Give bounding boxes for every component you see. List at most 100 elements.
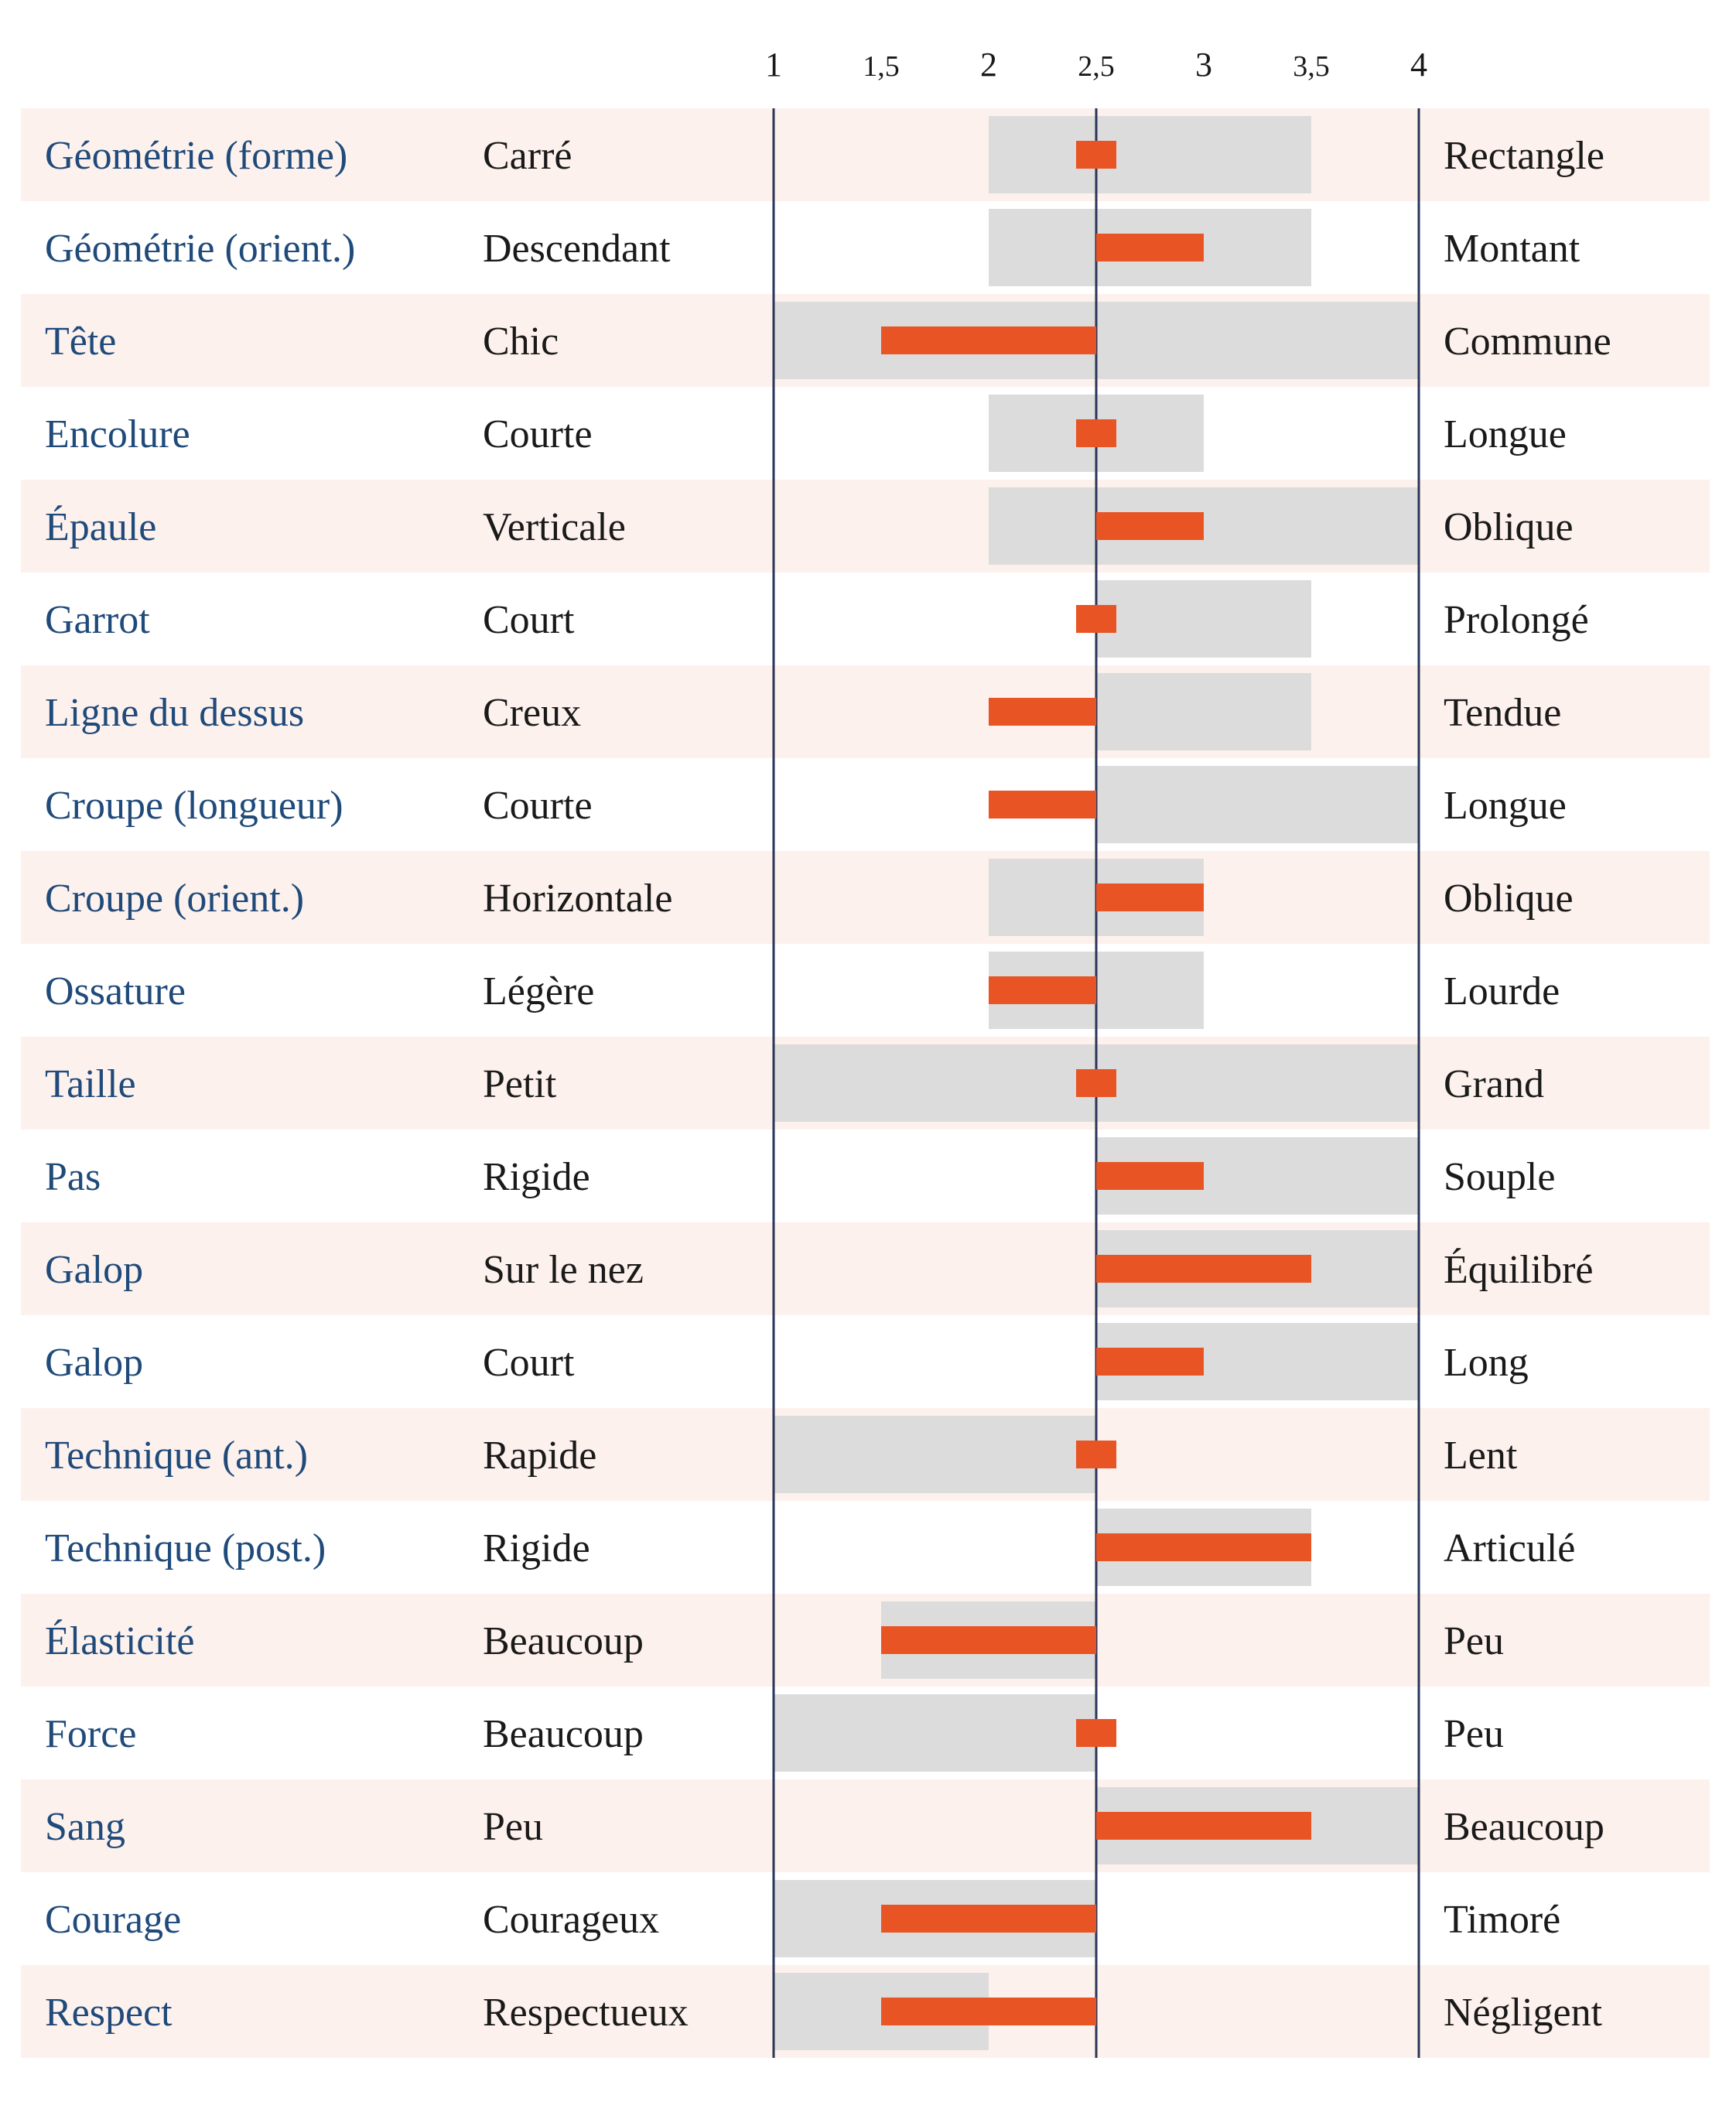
- value-bar: [989, 791, 1096, 819]
- range-bar: [1096, 766, 1419, 843]
- x-tick-label: 1: [765, 46, 782, 84]
- value-bar: [1096, 1348, 1204, 1376]
- criterion-label: Pas: [45, 1155, 101, 1199]
- value-bar: [1096, 1162, 1204, 1190]
- low-pole-label: Descendant: [483, 227, 671, 271]
- x-tick-label: 3,5: [1293, 50, 1330, 83]
- x-tick-labels: 1 1,5 2 2,5 3 3,5 4: [765, 46, 1427, 84]
- low-pole-label: Sur le nez: [483, 1248, 644, 1292]
- low-pole-label: Verticale: [483, 505, 626, 549]
- high-pole-label: Montant: [1444, 227, 1581, 271]
- criterion-label: Courage: [45, 1898, 181, 1942]
- low-pole-label: Court: [483, 598, 575, 642]
- value-bar: [1096, 1812, 1311, 1840]
- high-pole-label: Prolongé: [1444, 598, 1589, 642]
- criterion-label: Élasticité: [45, 1618, 194, 1663]
- range-bar: [774, 1416, 1096, 1493]
- low-pole-label: Peu: [483, 1805, 543, 1849]
- x-tick-label: 2,5: [1078, 50, 1115, 83]
- low-pole-label: Beaucoup: [483, 1712, 644, 1756]
- criterion-label: Ligne du dessus: [45, 691, 304, 735]
- value-bar: [1096, 512, 1204, 540]
- value-bar: [989, 698, 1096, 726]
- low-pole-label: Rigide: [483, 1155, 590, 1199]
- high-pole-label: Articulé: [1444, 1526, 1575, 1571]
- criterion-label: Ossature: [45, 969, 186, 1013]
- x-tick-label: 4: [1410, 46, 1427, 84]
- criterion-label: Force: [45, 1712, 136, 1756]
- high-pole-label: Grand: [1444, 1062, 1544, 1106]
- criterion-label: Technique (ant.): [45, 1434, 308, 1478]
- low-pole-label: Chic: [483, 320, 559, 364]
- value-bar: [1076, 605, 1116, 633]
- row-band: [21, 665, 1710, 758]
- criterion-label: Galop: [45, 1248, 143, 1292]
- high-pole-label: Timoré: [1444, 1898, 1560, 1942]
- criterion-label: Galop: [45, 1341, 143, 1385]
- high-pole-label: Peu: [1444, 1619, 1504, 1663]
- low-pole-label: Carré: [483, 134, 572, 178]
- value-bar: [881, 1998, 1096, 2025]
- row-band: [21, 480, 1710, 572]
- range-bar: [989, 116, 1311, 193]
- low-pole-label: Creux: [483, 691, 581, 735]
- criterion-label: Croupe (longueur): [45, 784, 343, 828]
- low-pole-label: Petit: [483, 1062, 557, 1106]
- criterion-label: Géométrie (orient.): [45, 227, 355, 271]
- range-bar: [774, 1694, 1096, 1772]
- high-pole-label: Commune: [1444, 320, 1611, 364]
- value-bar: [1096, 1255, 1311, 1283]
- value-bar: [1096, 884, 1204, 911]
- high-pole-label: Oblique: [1444, 877, 1574, 921]
- criterion-label: Technique (post.): [45, 1526, 326, 1571]
- high-pole-label: Tendue: [1444, 691, 1561, 735]
- low-pole-label: Horizontale: [483, 877, 672, 921]
- row-band: [21, 851, 1710, 944]
- low-pole-label: Courageux: [483, 1898, 659, 1942]
- high-pole-label: Longue: [1444, 784, 1567, 828]
- row-labels: Géométrie (forme) Carré Rectangle Géométrie…: [45, 134, 1611, 2035]
- high-pole-label: Lourde: [1444, 969, 1560, 1013]
- low-pole-label: Courte: [483, 412, 593, 456]
- criterion-label: Sang: [45, 1805, 125, 1849]
- low-pole-label: Respectueux: [483, 1991, 689, 2035]
- high-pole-label: Négligent: [1444, 1991, 1603, 2035]
- high-pole-label: Oblique: [1444, 505, 1574, 549]
- value-bar: [1076, 1069, 1116, 1097]
- low-pole-label: Légère: [483, 969, 594, 1013]
- row-band: [21, 1779, 1710, 1872]
- high-pole-label: Lent: [1444, 1434, 1518, 1478]
- criterion-label: Croupe (orient.): [45, 877, 304, 921]
- x-tick-label: 2: [980, 46, 997, 84]
- high-pole-label: Peu: [1444, 1712, 1504, 1756]
- high-pole-label: Souple: [1444, 1155, 1555, 1199]
- high-pole-label: Beaucoup: [1444, 1805, 1604, 1849]
- low-pole-label: Rapide: [483, 1434, 596, 1478]
- row-band: [21, 108, 1710, 201]
- high-pole-label: Longue: [1444, 412, 1567, 456]
- low-pole-label: Rigide: [483, 1526, 590, 1571]
- criterion-label: Épaule: [45, 504, 156, 549]
- high-pole-label: Équilibré: [1444, 1247, 1594, 1292]
- x-tick-label: 3: [1195, 46, 1212, 84]
- low-pole-label: Courte: [483, 784, 593, 828]
- value-bar: [989, 976, 1096, 1004]
- value-bar: [1096, 1533, 1311, 1561]
- value-bar: [881, 326, 1096, 354]
- high-pole-label: Rectangle: [1444, 134, 1604, 178]
- value-bar: [1096, 234, 1204, 261]
- low-pole-label: Court: [483, 1341, 575, 1385]
- row-band: [21, 1594, 1710, 1687]
- row-band: [21, 1222, 1710, 1315]
- criterion-label: Respect: [45, 1991, 173, 2035]
- value-bar: [1076, 1441, 1116, 1468]
- criterion-label: Taille: [45, 1062, 136, 1106]
- value-bar: [881, 1626, 1096, 1654]
- value-bar: [1076, 1719, 1116, 1747]
- low-pole-label: Beaucoup: [483, 1619, 644, 1663]
- value-bar: [1076, 141, 1116, 169]
- value-bar: [881, 1905, 1096, 1933]
- value-bar: [1076, 419, 1116, 447]
- range-bar: [1096, 580, 1311, 658]
